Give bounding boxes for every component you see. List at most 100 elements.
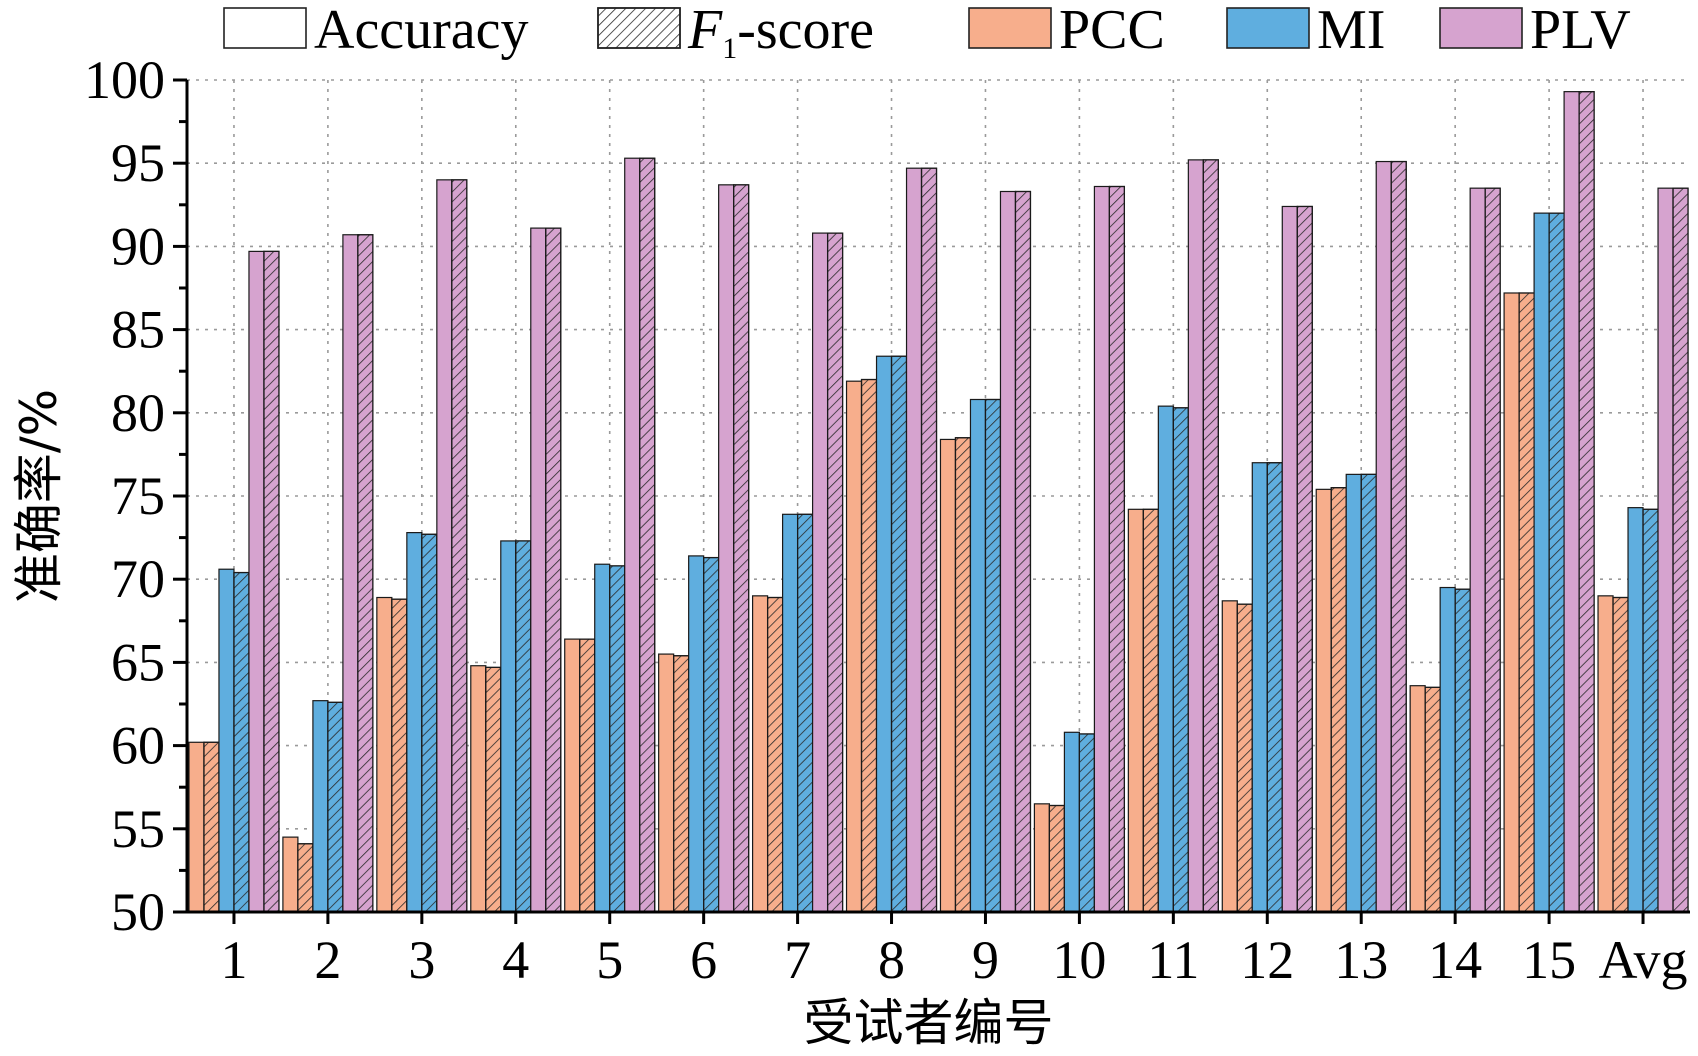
bar-pcc-accuracy-7 — [751, 595, 769, 913]
bar-plv-accuracy-5 — [624, 157, 641, 913]
y-tick-label: 65 — [111, 632, 165, 692]
bar-mi-accuracy-1 — [218, 568, 235, 913]
bar-plv-accuracy-8 — [905, 167, 923, 913]
x-tick-label: 14 — [1428, 930, 1482, 990]
bar-hatch-plv-10 — [1108, 185, 1126, 913]
bar-hatch-plv-8 — [920, 167, 938, 913]
legend-label: MI — [1317, 0, 1385, 61]
bar-mi-accuracy-4 — [500, 540, 517, 913]
x-tick-label: 5 — [596, 930, 623, 990]
bar-hatch-mi-15 — [1548, 212, 1565, 913]
bar-hatch-mi-7 — [796, 513, 814, 913]
bar-plv-accuracy-11 — [1187, 159, 1204, 913]
bar-pcc-accuracy-12 — [1221, 600, 1238, 913]
x-tick-label: 4 — [502, 930, 529, 990]
y-tick-label: 80 — [111, 383, 165, 443]
bar-hatch-pcc-4 — [485, 666, 502, 913]
bar-plv-accuracy-10 — [1093, 185, 1111, 913]
bar-plv-accuracy-4 — [530, 227, 547, 913]
bar-hatch-pcc-5 — [579, 638, 596, 913]
bar-hatch-plv-15 — [1578, 91, 1595, 913]
bar-mi-accuracy-7 — [781, 513, 799, 913]
bar-hatch-plv-13 — [1390, 160, 1407, 913]
bar-hatch-mi-9 — [984, 398, 1002, 913]
bar-hatch-pcc-9 — [954, 437, 972, 913]
y-tick-label: 60 — [111, 716, 165, 776]
legend-swatch-pcc — [968, 7, 1052, 49]
bar-plv-accuracy-14 — [1469, 187, 1486, 913]
x-tick-label: 11 — [1147, 930, 1199, 990]
y-tick-label: 90 — [111, 216, 165, 276]
x-tick-label: 9 — [972, 930, 999, 990]
x-tick-label: 13 — [1334, 930, 1388, 990]
x-tick-label: 12 — [1240, 930, 1294, 990]
bar-plv-accuracy-15 — [1563, 91, 1580, 913]
bar-hatch-pcc-11 — [1142, 508, 1159, 913]
bars — [188, 91, 1689, 913]
x-tick-label: 6 — [690, 930, 717, 990]
bar-plv-accuracy-avg — [1657, 187, 1674, 913]
bar-pcc-accuracy-13 — [1315, 488, 1332, 913]
bar-hatch-mi-3 — [421, 533, 438, 913]
bar-pcc-accuracy-9 — [939, 438, 957, 913]
bar-hatch-plv-5 — [639, 157, 656, 913]
bar-mi-accuracy-10 — [1063, 731, 1081, 913]
bar-mi-accuracy-14 — [1439, 586, 1456, 913]
bar-hatch-mi-4 — [515, 540, 532, 913]
legend-label: Accuracy — [314, 0, 529, 61]
bar-mi-accuracy-6 — [688, 555, 705, 913]
bar-pcc-accuracy-15 — [1503, 292, 1520, 913]
bar-hatch-mi-1 — [233, 571, 250, 913]
x-tick-label: 8 — [878, 930, 905, 990]
legend-swatch-mi — [1226, 7, 1310, 49]
bar-hatch-pcc-6 — [673, 655, 690, 913]
bar-hatch-plv-9 — [1014, 190, 1032, 913]
legend-item: Accuracy — [223, 0, 529, 61]
bar-hatch-plv-12 — [1296, 205, 1313, 913]
bar-hatch-mi-5 — [609, 565, 626, 913]
x-tick-label: 15 — [1522, 930, 1576, 990]
legend-item: MI — [1226, 0, 1385, 61]
bar-pcc-accuracy-avg — [1597, 595, 1614, 913]
legend: Accuracy F1-score PCC MI PLV — [223, 0, 1631, 65]
legend-item: F1-score — [597, 0, 874, 65]
bar-pcc-accuracy-11 — [1127, 508, 1144, 913]
bar-hatch-pcc-13 — [1330, 487, 1347, 913]
bar-mi-accuracy-15 — [1533, 212, 1550, 913]
bar-plv-accuracy-2 — [342, 234, 359, 913]
bar-hatch-mi-14 — [1454, 588, 1471, 913]
bar-mi-accuracy-9 — [969, 398, 987, 913]
bar-hatch-mi-6 — [703, 556, 720, 913]
bar-mi-accuracy-5 — [594, 563, 611, 913]
bar-hatch-plv-14 — [1484, 187, 1501, 913]
bar-hatch-pcc-10 — [1048, 804, 1066, 913]
y-tick-label: 95 — [111, 133, 165, 193]
y-tick-label: 55 — [111, 799, 165, 859]
legend-label: PLV — [1530, 0, 1631, 61]
bar-hatch-pcc-8 — [860, 378, 878, 913]
x-axis-title: 受试者编号 — [804, 994, 1054, 1052]
bar-pcc-accuracy-1 — [188, 741, 205, 913]
bar-pcc-accuracy-8 — [845, 380, 863, 913]
bar-hatch-plv-7 — [826, 232, 844, 913]
y-tick-label: 100 — [84, 50, 165, 110]
bar-plv-accuracy-6 — [718, 184, 735, 913]
bar-pcc-accuracy-5 — [564, 638, 581, 913]
bar-hatch-plv-11 — [1202, 159, 1219, 913]
bar-plv-accuracy-3 — [436, 179, 453, 913]
bar-pcc-accuracy-4 — [470, 665, 487, 913]
bar-mi-accuracy-avg — [1627, 507, 1644, 913]
bar-hatch-plv-4 — [545, 227, 562, 913]
legend-swatch-hatch — [597, 7, 681, 49]
bar-hatch-plv-avg — [1672, 187, 1689, 913]
bar-hatch-pcc-1 — [203, 741, 220, 913]
bar-pcc-accuracy-3 — [376, 596, 393, 913]
bar-hatch-pcc-14 — [1424, 686, 1441, 913]
bar-mi-accuracy-11 — [1157, 405, 1174, 913]
y-tick-label: 70 — [111, 549, 165, 609]
bar-hatch-pcc-12 — [1236, 603, 1253, 913]
legend-item: PCC — [968, 0, 1165, 61]
legend-item: PLV — [1439, 0, 1631, 61]
